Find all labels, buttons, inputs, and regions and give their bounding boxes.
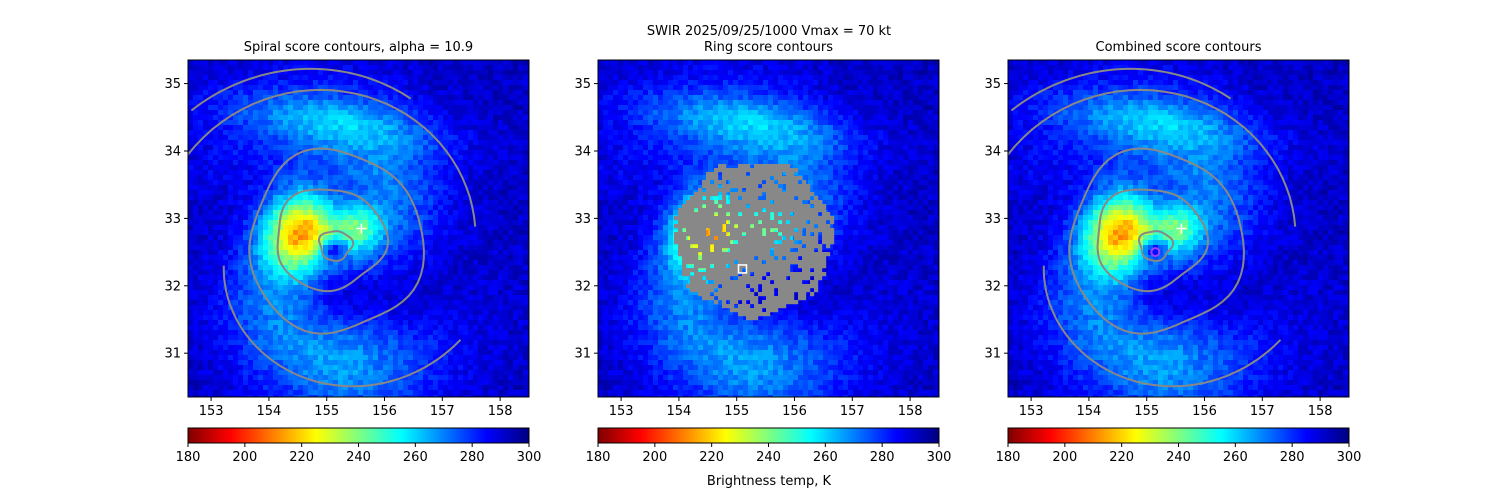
x-tick-label: 153: [199, 404, 224, 419]
y-tick-label: 31: [574, 347, 591, 362]
y-tick-label: 35: [164, 77, 181, 92]
figure-suptitle: SWIR 2025/09/25/1000 Vmax = 70 kt: [647, 24, 891, 39]
panel-2: Ring score contours 153 154 155 156 157 158 31 3…: [574, 40, 951, 465]
combined-center-circle-marker: [1150, 247, 1161, 258]
contour-ring-2: [276, 188, 389, 293]
colorbar-tick-label: 300: [517, 450, 542, 465]
x-tick-label: 154: [1077, 404, 1102, 419]
panel-1: Spiral score contours, alpha = 10.9 153 15…: [164, 40, 542, 465]
colorbar-tick-label: 240: [1166, 450, 1191, 465]
colorbar-tick-label: 280: [460, 450, 485, 465]
x-tick-label: 154: [257, 404, 282, 419]
contour-spiral-outer: [1010, 67, 1232, 112]
colorbar-tick-label: 260: [1223, 450, 1248, 465]
colorbar-tick-label: 220: [699, 450, 724, 465]
ring-score-region: [674, 164, 835, 321]
panel-title: Ring score contours: [704, 40, 833, 55]
x-tick-label: 156: [372, 404, 397, 419]
colorbar-tick-label: 240: [346, 450, 371, 465]
x-tick-label: 155: [1134, 404, 1159, 419]
y-tick-label: 34: [984, 144, 1001, 159]
x-tick-label: 155: [724, 404, 749, 419]
colorbar-tick-label: 300: [1337, 450, 1362, 465]
colorbar-tick-label: 220: [1109, 450, 1134, 465]
x-tick-label: 154: [667, 404, 692, 419]
contour-spiral-north: [188, 88, 477, 227]
y-tick-label: 32: [164, 279, 181, 294]
center-plus-marker: [1176, 223, 1187, 234]
panel-3: Combined score contours 153 154 155 156 157 15…: [984, 40, 1362, 465]
y-tick-label: 33: [164, 212, 181, 227]
colorbar-tick-label: 260: [813, 450, 838, 465]
panel-title: Combined score contours: [1096, 40, 1262, 55]
colorbar-tick-label: 200: [1052, 450, 1077, 465]
x-tick-label: 157: [1250, 404, 1275, 419]
colorbar-tick-label: 300: [927, 450, 952, 465]
y-tick-label: 34: [164, 144, 181, 159]
y-tick-label: 34: [574, 144, 591, 159]
colorbar-tick-label: 260: [403, 450, 428, 465]
contour-ring-3: [248, 147, 425, 335]
colorbar-label: Brightness temp, K: [707, 474, 832, 489]
colorbar-tick-label: 200: [232, 450, 257, 465]
y-tick-label: 31: [984, 347, 1001, 362]
colorbar-tick-label: 180: [586, 450, 611, 465]
contour-spiral-outer: [190, 67, 412, 112]
x-tick-label: 153: [1019, 404, 1044, 419]
x-tick-label: 153: [609, 404, 634, 419]
contour-inner: [1137, 230, 1175, 262]
center-plus-marker: [356, 223, 367, 234]
y-tick-label: 35: [574, 77, 591, 92]
y-tick-label: 32: [984, 279, 1001, 294]
contour-ring-2: [1096, 188, 1209, 293]
contour-spiral-north: [1008, 88, 1297, 227]
x-tick-label: 158: [488, 404, 513, 419]
brightness-heatmap: [598, 60, 939, 397]
x-tick-label: 158: [1308, 404, 1333, 419]
axes-frame: [597, 59, 940, 398]
colorbar-tick-label: 280: [870, 450, 895, 465]
axes-frame: [1007, 59, 1350, 398]
contour-ring-3: [1068, 147, 1245, 335]
x-tick-label: 156: [1192, 404, 1217, 419]
colorbar-tick-label: 180: [176, 450, 201, 465]
colorbar-tick-label: 280: [1280, 450, 1305, 465]
x-tick-label: 155: [314, 404, 339, 419]
contour-spiral-south: [1042, 265, 1282, 388]
y-tick-label: 33: [984, 212, 1001, 227]
colorbar-tick-label: 240: [756, 450, 781, 465]
y-tick-label: 32: [574, 279, 591, 294]
x-tick-label: 158: [898, 404, 923, 419]
contour-spiral-south: [222, 265, 462, 388]
panel-title: Spiral score contours, alpha = 10.9: [244, 40, 473, 55]
x-tick-label: 157: [840, 404, 865, 419]
x-tick-label: 156: [782, 404, 807, 419]
colorbar-tick-label: 220: [289, 450, 314, 465]
axes-frame: [187, 59, 530, 398]
ring-center-square-marker: [737, 264, 748, 274]
colorbar-tick-label: 200: [642, 450, 667, 465]
colorbar: [597, 427, 940, 444]
brightness-heatmap: [1008, 60, 1349, 397]
x-tick-label: 157: [430, 404, 455, 419]
y-tick-label: 33: [574, 212, 591, 227]
colorbar: [1007, 427, 1350, 444]
colorbar-tick-label: 180: [996, 450, 1021, 465]
colorbar: [187, 427, 530, 444]
y-tick-label: 35: [984, 77, 1001, 92]
contour-inner: [317, 230, 355, 262]
y-tick-label: 31: [164, 347, 181, 362]
